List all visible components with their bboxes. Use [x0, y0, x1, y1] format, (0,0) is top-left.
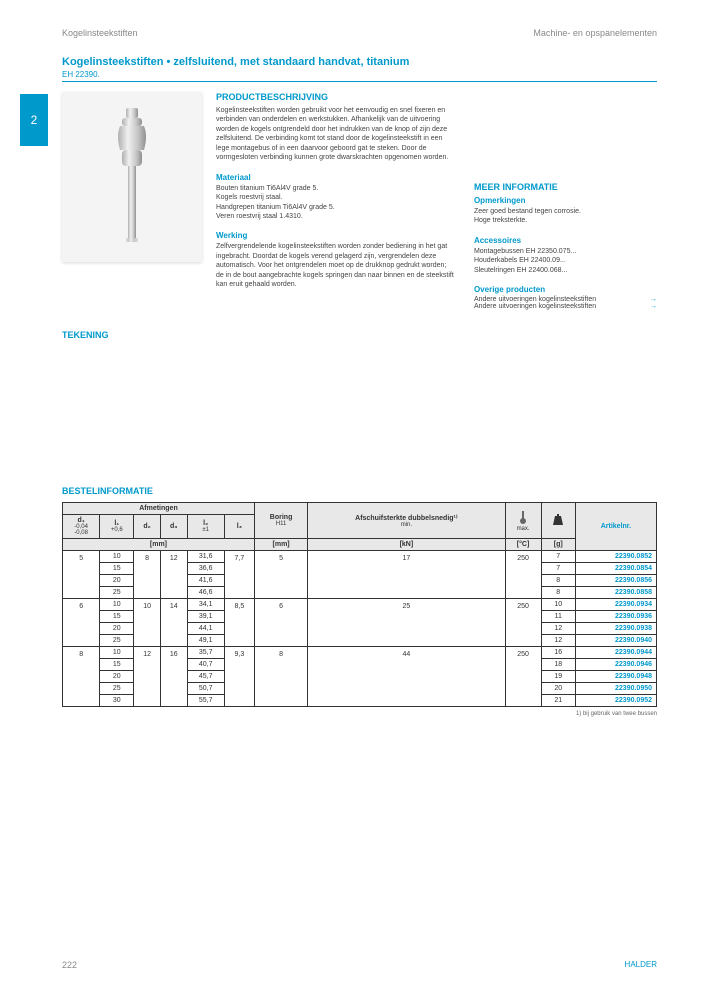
material-head: Materiaal: [216, 173, 454, 182]
header-left: Kogelinsteekstiften: [62, 28, 138, 38]
unit-c: [°C]: [505, 539, 541, 551]
col-article: Artikelnr.: [575, 503, 656, 551]
product-description-text: Kogelinsteekstiften worden gebruikt voor…: [216, 106, 454, 163]
page-title: Kogelinsteekstiften • zelfsluitend, met …: [62, 56, 657, 68]
col-d1: d₁-0,04 -0,08: [63, 515, 100, 539]
page-number: 222: [62, 960, 77, 970]
unit-g: [g]: [541, 539, 575, 551]
arrow-icon: →: [650, 303, 657, 310]
remarks-text: Zeer goed bestand tegen corrosie. Hoge t…: [474, 207, 657, 226]
drawing-head: TEKENING: [62, 330, 657, 340]
drawing-area: [62, 346, 657, 466]
material-text: Bouten titanium Ti6Al4V grade 5. Kogels …: [216, 184, 454, 222]
accessories-text: Montagebussen EH 22350.075... Houderkabe…: [474, 247, 657, 275]
unit-kn: [kN]: [308, 539, 505, 551]
col-l3: l₃: [224, 515, 254, 539]
product-code: EH 22390.: [62, 70, 657, 79]
col-boring: Boring H11: [254, 503, 307, 539]
unit-mm: [mm]: [63, 539, 255, 551]
more-info-head: MEER INFORMATIE: [474, 182, 657, 192]
brand-logo: HALDER: [625, 960, 657, 970]
chapter-tab: 2: [20, 94, 48, 146]
order-table: Afmetingen Boring H11 Afschuifsterkte du…: [62, 502, 657, 707]
product-image: [62, 92, 202, 262]
col-d3: d₃: [160, 515, 187, 539]
col-l2: l₂±1: [187, 515, 224, 539]
col-weight: [541, 503, 575, 539]
order-info-head: BESTELINFORMATIE: [62, 486, 657, 496]
table-row: 51081231,67,7517250722390.0852: [63, 551, 657, 563]
accessories-head: Accessoires: [474, 236, 657, 245]
other-link-1[interactable]: Andere uitvoeringen kogelinsteekstiften …: [474, 296, 657, 303]
working-head: Werking: [216, 231, 454, 240]
col-l1: l₁+0,6: [100, 515, 134, 539]
table-footnote: 1) bij gebruik van twee bussen: [62, 711, 657, 717]
arrow-icon: →: [650, 296, 657, 303]
table-row: 810121635,79,38442501622390.0944: [63, 647, 657, 659]
col-dimensions: Afmetingen: [63, 503, 255, 515]
table-row: 610101434,18,56252501022390.0934: [63, 599, 657, 611]
other-link-2[interactable]: Andere uitvoeringen kogelinsteekstiften …: [474, 303, 657, 310]
col-d2: d₂: [134, 515, 161, 539]
working-text: Zelfvergrendelende kogelinsteekstiften w…: [216, 242, 454, 289]
remarks-head: Opmerkingen: [474, 196, 657, 205]
product-description-head: PRODUCTBESCHRIJVING: [216, 92, 454, 102]
col-temp: max.: [505, 503, 541, 539]
unit-mm2: [mm]: [254, 539, 307, 551]
other-products-head: Overige producten: [474, 285, 657, 294]
header-right: Machine- en opspanelementen: [533, 28, 657, 38]
col-shear: Afschuifsterkte dubbelsnedig¹⁾ min.: [308, 503, 505, 539]
